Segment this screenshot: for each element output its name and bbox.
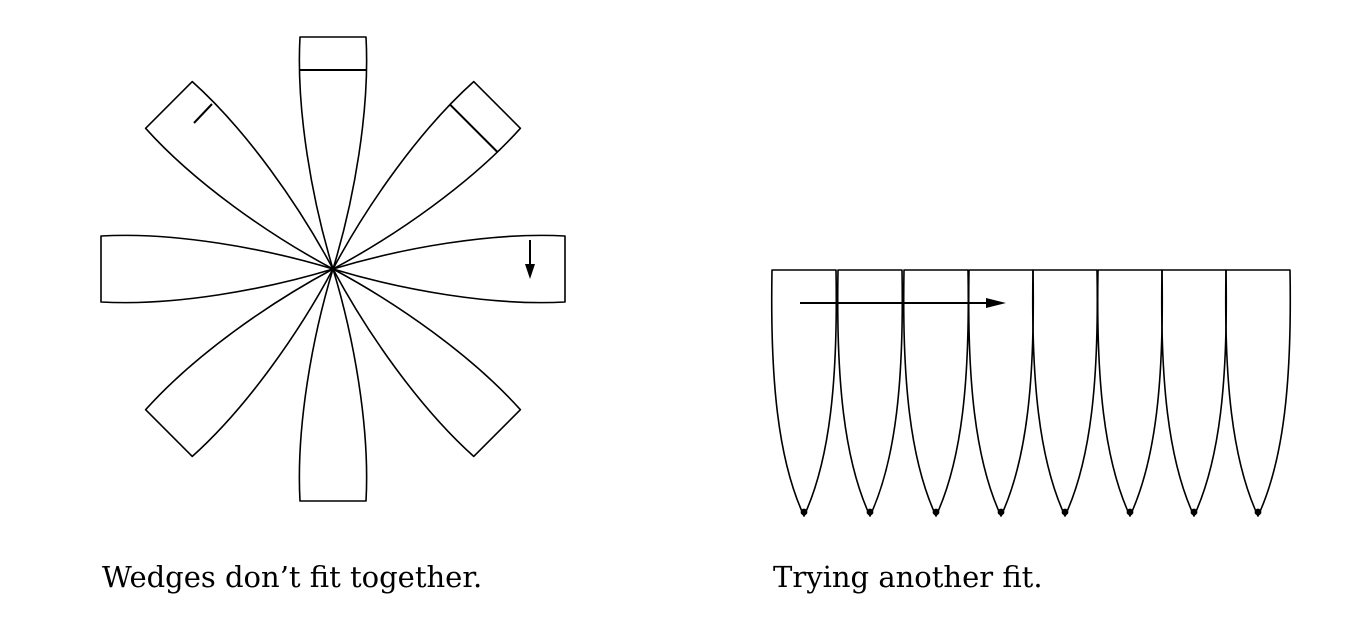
row-wedge-5 xyxy=(1031,269,1099,517)
left-caption: Wedges don’t fit together. xyxy=(102,560,483,594)
star-wedge-down xyxy=(298,268,368,502)
down-arrow-head xyxy=(525,264,535,279)
wedge-star xyxy=(100,36,566,502)
star-wedge-left xyxy=(100,234,334,304)
cut-line xyxy=(449,104,498,153)
star-wedge-up-left xyxy=(144,80,334,270)
wedge-row xyxy=(770,269,1292,517)
row-wedge-6 xyxy=(1096,269,1164,517)
tick-mark xyxy=(193,103,213,124)
right-caption: Trying another fit. xyxy=(773,560,1043,594)
row-wedge-2 xyxy=(836,269,904,517)
star-wedge-right xyxy=(332,234,566,304)
star-wedge-up xyxy=(298,36,368,270)
row-wedge-1 xyxy=(770,269,838,517)
row-wedge-4 xyxy=(967,269,1035,517)
star-wedge-down-right xyxy=(332,268,522,458)
right-arrow-head xyxy=(986,298,1006,308)
row-wedge-3 xyxy=(902,269,970,517)
row-wedge-8 xyxy=(1224,269,1292,517)
row-wedge-7 xyxy=(1160,269,1228,517)
star-wedge-down-left xyxy=(144,268,334,458)
star-wedge-up-right xyxy=(332,80,522,270)
